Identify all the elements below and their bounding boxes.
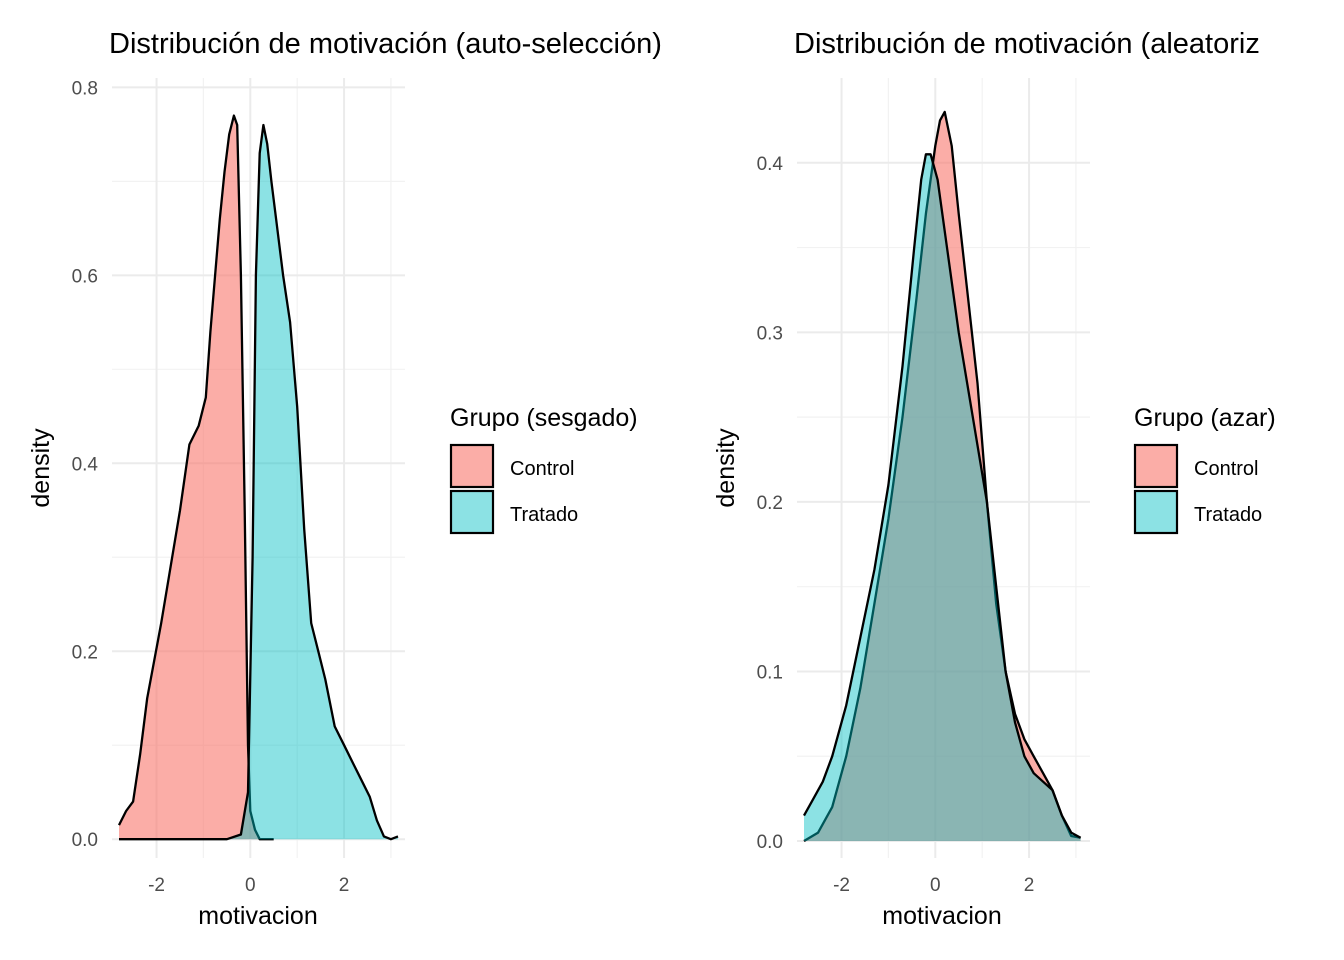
chart-title: Distribución de motivación (aleatoriz	[794, 28, 1260, 60]
y-tick-label: 0.6	[72, 266, 98, 287]
y-tick-label: 0.3	[757, 323, 783, 344]
density-line-tratado	[802, 153, 1082, 839]
density-line-control	[117, 114, 274, 841]
legend-title: Grupo (sesgado)	[450, 404, 638, 432]
y-axis-title: density	[712, 428, 740, 508]
y-tick-label: 0.1	[757, 662, 783, 683]
x-tick-label: -2	[148, 875, 165, 896]
panel-aleatorizacion: Distribución de motivación (aleatoriz mo…	[712, 28, 1276, 930]
y-axis-title: density	[27, 428, 55, 508]
plot-area	[112, 78, 405, 858]
x-tick-label: 0	[245, 875, 256, 896]
plot-area	[797, 78, 1090, 858]
legend: Grupo (azar) Control Tratado	[1133, 404, 1276, 535]
density-area-tratado	[804, 154, 1081, 842]
y-tick-label: 0.2	[757, 493, 783, 514]
density-line-control	[803, 110, 1081, 842]
legend-label-control: Control	[1194, 458, 1258, 480]
density-line-tratado	[119, 123, 399, 841]
x-axis-title: motivacion	[882, 902, 1002, 930]
legend-title: Grupo (azar)	[1134, 404, 1276, 432]
legend-key-control	[1133, 443, 1179, 489]
y-tick-label: 0.0	[757, 832, 783, 853]
legend-key-tratado	[449, 489, 495, 535]
legend-label-tratado: Tratado	[1194, 504, 1262, 526]
x-tick-label: -2	[833, 875, 850, 896]
y-tick-label: 0.0	[72, 830, 98, 851]
x-tick-label: 0	[930, 875, 941, 896]
x-tick-label: 2	[1024, 875, 1035, 896]
panel-auto-seleccion: Distribución de motivación (auto-selecci…	[27, 28, 662, 930]
density-area-control	[804, 111, 1081, 841]
x-tick-label: 2	[339, 875, 350, 896]
y-tick-label: 0.8	[72, 78, 98, 99]
legend-label-control: Control	[510, 458, 574, 480]
legend-key-tratado	[1133, 489, 1179, 535]
legend-label-tratado: Tratado	[510, 504, 578, 526]
y-tick-label: 0.4	[757, 154, 784, 175]
legend-key-control	[449, 443, 495, 489]
y-tick-label: 0.4	[72, 454, 99, 475]
chart-title: Distribución de motivación (auto-selecci…	[109, 28, 662, 60]
y-tick-label: 0.2	[72, 642, 98, 663]
density-area-control	[119, 115, 274, 840]
legend: Grupo (sesgado) Control Tratado	[449, 404, 638, 535]
x-axis-title: motivacion	[198, 902, 318, 930]
density-area-tratado	[119, 125, 398, 840]
